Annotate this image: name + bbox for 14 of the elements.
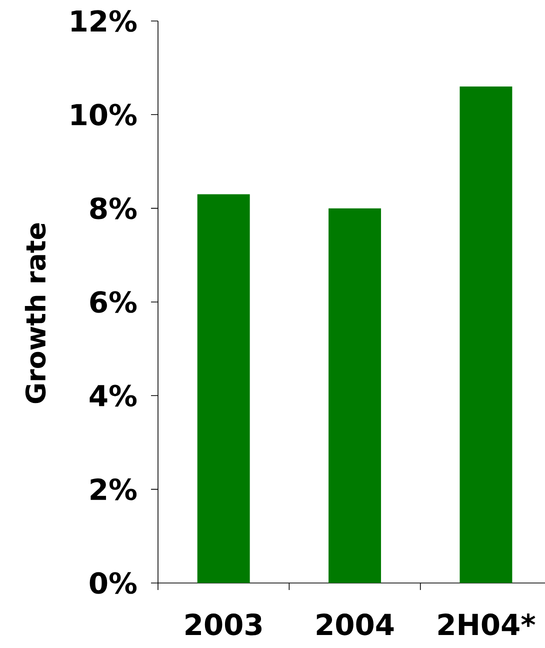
y-axis-title: Growth rate: [24, 223, 46, 404]
y-tick-label: 8%: [90, 197, 137, 220]
y-tick-label: 4%: [90, 384, 137, 407]
bar: [328, 208, 382, 583]
x-tick-label: 2H04*: [438, 614, 536, 636]
bar: [197, 194, 250, 583]
x-tick-label: 2003: [186, 614, 262, 636]
x-tick-label: 2004: [316, 614, 394, 636]
y-tick-label: 6%: [90, 291, 137, 313]
y-tick-label: 12%: [72, 10, 137, 32]
y-tick-label: 10%: [72, 104, 137, 126]
bar: [460, 86, 512, 583]
y-tick-label: 2%: [90, 478, 137, 500]
y-tick-label: 0%: [90, 572, 137, 594]
